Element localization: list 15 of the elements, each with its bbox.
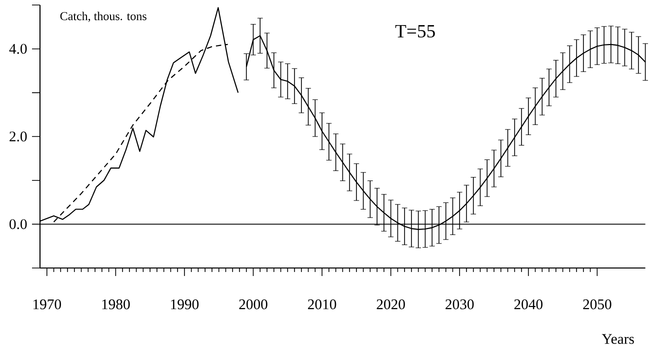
x-tick-label: 1980	[102, 299, 130, 310]
x-axis-title: Years	[602, 334, 634, 344]
x-tick-label: 2020	[376, 299, 405, 310]
x-tick-label: 2030	[446, 299, 474, 310]
y-tick-label: 0.0	[10, 219, 27, 230]
annotation: T=55	[395, 25, 435, 38]
x-tick-label: 2040	[514, 299, 542, 310]
x-tick-label: 2010	[308, 299, 336, 310]
y-tick-label: 2.0	[10, 132, 27, 142]
y-tick-label: 4.0	[9, 44, 27, 54]
x-tick-label: 1970	[34, 299, 61, 310]
y-axis-title: Catch, thous. tons	[60, 12, 146, 22]
x-tick-label: 2000	[239, 299, 268, 310]
x-tick-label: 1990	[171, 299, 199, 310]
x-tick-label: 2050	[583, 299, 612, 310]
